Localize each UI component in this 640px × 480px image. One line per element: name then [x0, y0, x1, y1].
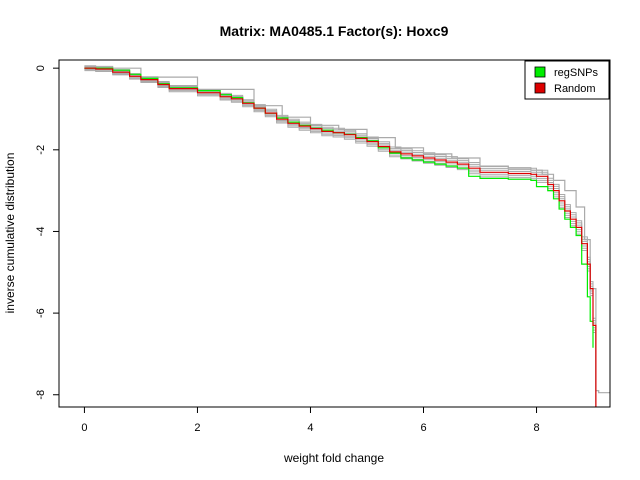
legend-swatch-random [534, 82, 546, 94]
y-tick-label: -4 [35, 227, 47, 237]
y-axis: 0 -2 -4 -6 -8 [35, 65, 60, 400]
legend-label-regsnps: regSNPs [554, 67, 599, 79]
x-axis: 0 2 4 6 8 [81, 406, 540, 434]
random-band-line [84, 70, 597, 407]
x-tick-label: 6 [420, 422, 426, 434]
plot-frame [58, 59, 611, 408]
x-tick-label: 2 [194, 422, 200, 434]
series-line-regsnps [84, 67, 594, 348]
y-tick-label: -6 [35, 308, 47, 318]
random-band [84, 65, 597, 407]
x-axis-label: weight fold change [283, 451, 384, 465]
legend: regSNPs Random [524, 60, 610, 100]
chart-title: Matrix: MA0485.1 Factor(s): Hoxc9 [220, 23, 449, 39]
legend-label-random: Random [554, 83, 596, 95]
random-band-line [84, 66, 597, 403]
y-tick-label: -8 [35, 390, 47, 400]
random-band-line [84, 65, 597, 400]
random-band-line [84, 68, 597, 407]
y-axis-label: inverse cumulative distribution [3, 153, 17, 314]
random-band-line [84, 69, 597, 407]
x-tick-label: 4 [307, 422, 313, 434]
y-tick-label: 0 [35, 65, 47, 71]
series-lines [84, 67, 610, 407]
legend-swatch-regsnps [534, 66, 546, 78]
random-band-line [84, 66, 597, 405]
series-line-random [84, 67, 597, 407]
y-tick-label: -2 [35, 145, 47, 155]
x-tick-label: 0 [81, 422, 87, 434]
series-line-gray [84, 67, 610, 394]
x-tick-label: 8 [533, 422, 539, 434]
